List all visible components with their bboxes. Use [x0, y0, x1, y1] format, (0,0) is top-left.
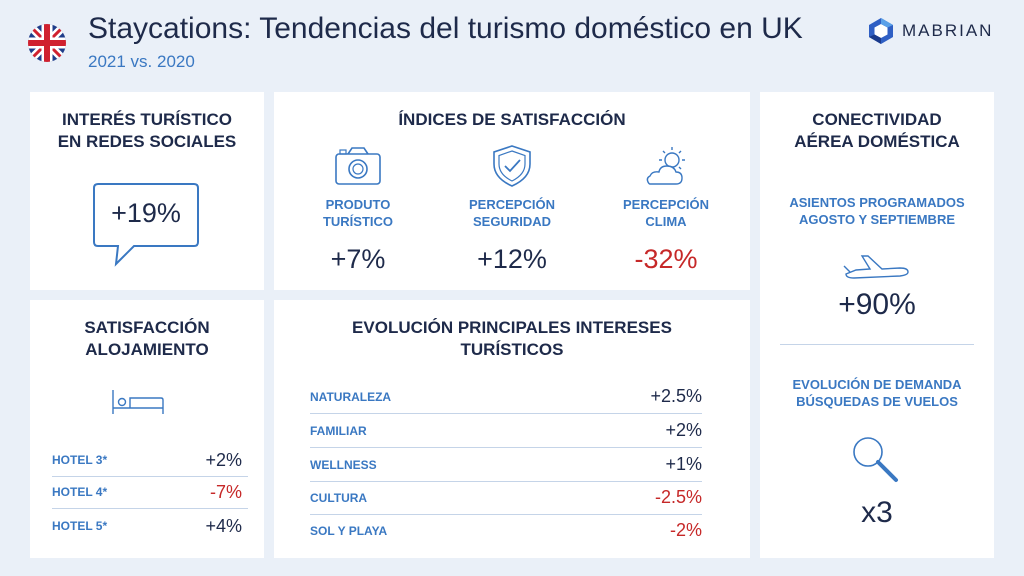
hotel-row: HOTEL 4* -7%: [52, 481, 242, 502]
row-divider: [52, 476, 248, 477]
header: Staycations: Tendencias del turismo domé…: [0, 0, 1024, 86]
satisfaction-item-value: +7%: [330, 244, 386, 274]
row-divider: [310, 413, 702, 414]
camera-icon: [335, 147, 381, 185]
satisfaction-item-value: -32%: [634, 244, 698, 274]
connectivity-card: CONECTIVIDAD AÉREA DOMÉSTICA ASIENTOS PR…: [760, 92, 994, 558]
demand-label: EVOLUCIÓN DE DEMANDA BÚSQUEDAS DE VUELOS: [792, 377, 962, 409]
interest-row: NATURALEZA +2.5%: [310, 386, 702, 406]
accommodation-card: SATISFACCIÓN ALOJAMIENTO HOTEL 3* +2% HO…: [30, 300, 264, 558]
page-subtitle: 2021 vs. 2020: [88, 52, 195, 71]
magnifier-icon: [853, 437, 898, 482]
page-title: Staycations: Tendencias del turismo domé…: [88, 12, 803, 45]
hotel-row: HOTEL 3* +2%: [52, 449, 242, 470]
interest-row: CULTURA -2.5%: [310, 487, 702, 507]
uk-flag-icon: [28, 24, 66, 62]
satisfaction-item-label: PRODUTO TURÍSTICO: [322, 197, 394, 229]
social-interest-value: +19%: [111, 198, 181, 228]
satisfaction-title: ÍNDICES DE SATISFACCIÓN: [398, 110, 626, 129]
mabrian-logo-icon: [869, 18, 893, 44]
interests-card: EVOLUCIÓN PRINCIPALES INTERESES TURÍSTIC…: [274, 300, 750, 558]
weather-icon: [646, 147, 685, 185]
interests-title: EVOLUCIÓN PRINCIPALES INTERESES TURÍSTIC…: [352, 318, 672, 359]
speech-bubble-icon: [93, 183, 199, 267]
satisfaction-item-label: PERCEPCIÓN SEGURIDAD: [469, 197, 555, 229]
accommodation-title: SATISFACCIÓN ALOJAMIENTO: [84, 318, 210, 359]
satisfaction-item-climate: PERCEPCIÓN CLIMA -32%: [596, 144, 736, 275]
row-divider: [310, 481, 702, 482]
interest-row: SOL Y PLAYA -2%: [310, 520, 702, 540]
demand-value: x3: [861, 496, 893, 529]
bed-icon: [112, 390, 164, 414]
seats-value: +90%: [838, 288, 916, 321]
row-divider: [310, 447, 702, 448]
satisfaction-card: ÍNDICES DE SATISFACCIÓN PRODUTO TURÍSTIC…: [274, 92, 750, 290]
satisfaction-item-label: PERCEPCIÓN CLIMA: [623, 197, 709, 229]
airplane-icon: [843, 255, 909, 279]
row-divider: [52, 508, 248, 509]
satisfaction-item-value: +12%: [477, 244, 547, 274]
interest-row: FAMILIAR +2%: [310, 420, 702, 440]
social-interest-title: INTERÉS TURÍSTICO EN REDES SOCIALES: [57, 110, 237, 151]
shield-icon: [493, 145, 531, 187]
connectivity-title: CONECTIVIDAD AÉREA DOMÉSTICA: [794, 110, 960, 151]
satisfaction-item-product: PRODUTO TURÍSTICO +7%: [288, 144, 428, 275]
social-interest-card: INTERÉS TURÍSTICO EN REDES SOCIALES +19%: [30, 92, 264, 290]
divider: [780, 344, 974, 345]
mabrian-logo: MABRIAN: [868, 16, 993, 46]
interest-row: WELLNESS +1%: [310, 454, 702, 474]
seats-label: ASIENTOS PROGRAMADOS AGOSTO Y SEPTIEMBRE: [789, 195, 965, 227]
row-divider: [310, 514, 702, 515]
logo-text: MABRIAN: [902, 21, 994, 40]
satisfaction-item-security: PERCEPCIÓN SEGURIDAD +12%: [442, 144, 582, 275]
hotel-row: HOTEL 5* +4%: [52, 515, 242, 536]
